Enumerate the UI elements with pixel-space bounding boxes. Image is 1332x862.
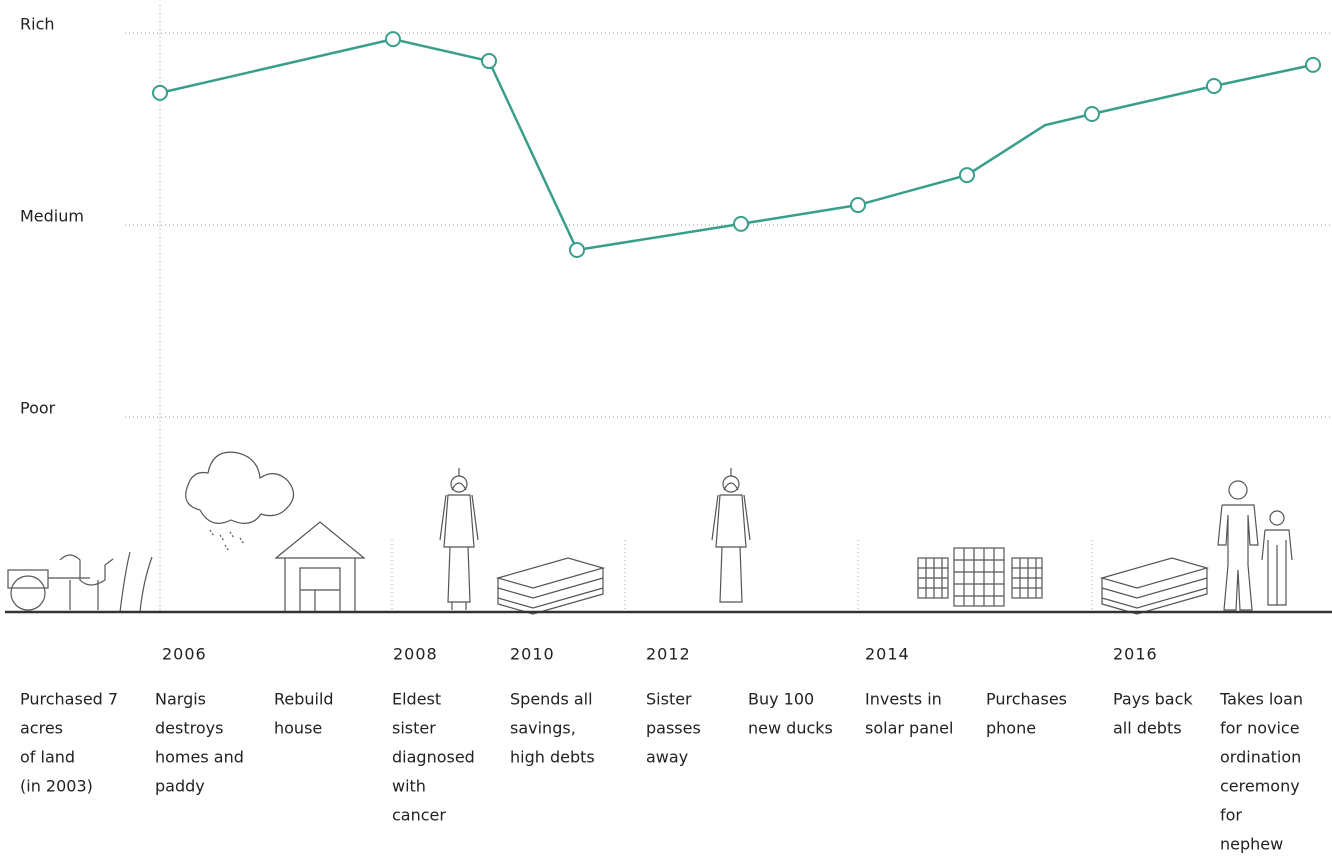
separators [391, 540, 1093, 612]
event-label: paddy [155, 777, 205, 796]
event-label: sister [392, 719, 436, 738]
event-label: away [646, 748, 688, 767]
point [1084, 106, 1100, 123]
event-label: Purchases [986, 690, 1067, 709]
point [1206, 77, 1222, 94]
event-label: of land [20, 748, 75, 767]
event-label: Spends all [510, 690, 593, 709]
icons [7, 451, 1293, 615]
year-label: 2012 [646, 645, 691, 664]
event-label: homes and [155, 748, 244, 767]
event-label: Buy 100 [748, 690, 814, 709]
y-tick-label: Medium [20, 207, 84, 226]
year-label: 2008 [393, 645, 438, 664]
event-label: nephew [1220, 835, 1283, 854]
year-label: 2006 [162, 645, 207, 664]
event-label: savings, [510, 719, 576, 738]
point [850, 197, 866, 214]
point [1305, 56, 1321, 73]
point [152, 84, 168, 101]
event-label: ceremony [1220, 777, 1300, 796]
event-label: phone [986, 719, 1036, 738]
point [733, 215, 749, 232]
event-label: house [274, 719, 322, 738]
point [569, 241, 585, 258]
event-label: Purchased 7 [20, 690, 118, 709]
event-label: Pays back [1113, 690, 1193, 709]
y-tick-label: Rich [20, 15, 55, 34]
point [959, 167, 975, 184]
event-label: diagnosed [392, 748, 475, 767]
event-label: (in 2003) [20, 777, 93, 796]
event-label: high debts [510, 748, 595, 767]
event-label: ordination [1220, 748, 1301, 767]
event-label: all debts [1113, 719, 1182, 738]
point [385, 31, 401, 48]
y-tick-label: Poor [20, 399, 56, 418]
year-label: 2014 [865, 645, 910, 664]
event-label: Invests in [865, 690, 942, 709]
event-label: passes [646, 719, 701, 738]
event-label: solar panel [865, 719, 953, 738]
event-label: with [392, 777, 426, 796]
event-label: Takes loan [1219, 690, 1303, 709]
event-label: Eldest [392, 690, 441, 709]
event-label: cancer [392, 806, 446, 825]
event-label: Sister [646, 690, 692, 709]
year-label: 2016 [1113, 645, 1158, 664]
event-label: destroys [155, 719, 223, 738]
event-label: for novice [1220, 719, 1300, 738]
year-label: 2010 [510, 645, 555, 664]
event-label: Rebuild [274, 690, 334, 709]
event-label: new ducks [748, 719, 833, 738]
event-label: for [1220, 806, 1242, 825]
event-label: acres [20, 719, 63, 738]
point [481, 53, 497, 70]
event-label: Nargis [155, 690, 206, 709]
